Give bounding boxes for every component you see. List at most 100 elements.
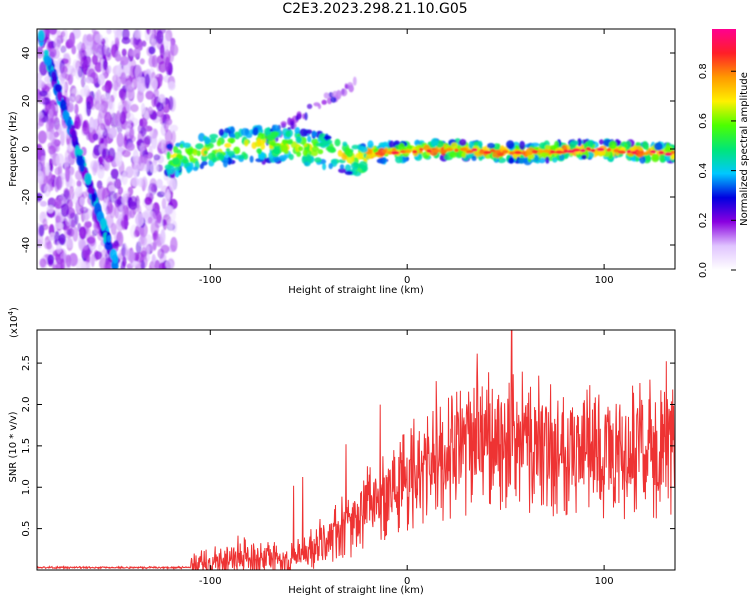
- spectral-blob: [46, 241, 53, 250]
- spectral-blob: [142, 154, 151, 163]
- spectral-blob: [233, 146, 241, 155]
- spectral-blob: [67, 235, 73, 248]
- spectral-blob: [149, 29, 155, 43]
- spectral-blob: [67, 119, 72, 130]
- spectral-blob: [80, 73, 86, 88]
- spectral-blob: [279, 144, 289, 153]
- spectral-blob: [43, 49, 49, 56]
- spectral-blob: [149, 128, 159, 139]
- spectral-blob: [37, 170, 44, 184]
- spectral-blob: [613, 148, 620, 153]
- spectral-blob: [430, 138, 439, 147]
- spectral-blob: [654, 142, 663, 151]
- spectral-blob: [658, 150, 665, 155]
- spectral-blob: [493, 157, 498, 162]
- spectral-blob: [278, 155, 287, 161]
- spectral-blob: [157, 137, 164, 149]
- spectral-blob: [144, 196, 153, 206]
- spectral-blob: [344, 83, 348, 89]
- spectral-blob: [534, 154, 539, 162]
- spectral-blob: [120, 89, 125, 104]
- spectral-blob: [299, 128, 308, 137]
- spectral-blob: [126, 112, 135, 124]
- spectral-blob: [119, 111, 127, 125]
- spectral-blob: [96, 89, 102, 104]
- spectral-blob: [136, 89, 144, 103]
- spectral-blob: [65, 214, 71, 227]
- spectral-blob: [471, 155, 477, 161]
- spectral-blob: [353, 162, 359, 168]
- spectral-blob: [325, 146, 334, 152]
- spectral-blob: [598, 139, 605, 145]
- spectral-blob: [281, 139, 288, 145]
- spectral-blob: [59, 99, 67, 111]
- spectral-blob: [296, 151, 302, 157]
- spectral-blob: [128, 195, 138, 207]
- spectral-blob: [404, 149, 412, 154]
- spectral-blob: [47, 259, 54, 267]
- spectral-blob: [153, 154, 161, 161]
- spectral-blob: [304, 112, 308, 121]
- spectral-blob: [216, 139, 222, 147]
- spectral-blob: [154, 259, 161, 269]
- spectral-blob: [101, 92, 111, 102]
- spectral-blob: [508, 151, 515, 155]
- spectral-blob: [260, 142, 266, 150]
- snr-ylabel: SNR (10 * v/v): [8, 411, 19, 482]
- spectral-blob: [321, 99, 327, 105]
- spectral-blob: [418, 147, 424, 152]
- spectral-blob: [168, 96, 174, 111]
- spectral-blob: [631, 150, 638, 155]
- spectral-blob: [147, 216, 153, 224]
- spectral-blob: [650, 149, 656, 154]
- spectral-blob: [108, 127, 117, 139]
- spectral-blob: [577, 138, 582, 147]
- spectral-blob: [39, 258, 47, 268]
- spectral-blob: [344, 147, 351, 156]
- spectral-blob: [224, 127, 231, 134]
- spectral-blob: [587, 140, 594, 148]
- spectral-blob: [252, 126, 259, 136]
- spectral-blob: [195, 143, 204, 150]
- spectral-blob: [151, 54, 158, 68]
- spectral-blob: [139, 162, 148, 172]
- y-tick-label: -20: [21, 189, 32, 205]
- spectrogram-blobs: [37, 29, 675, 269]
- y-tick-label: 0: [21, 146, 32, 152]
- spectral-blob: [203, 150, 208, 155]
- spectral-blob: [198, 132, 206, 142]
- spectral-blob: [62, 66, 68, 73]
- spectral-blob: [311, 146, 320, 152]
- spectral-blob: [344, 170, 354, 175]
- spectral-blob: [174, 166, 181, 172]
- spectral-blob: [97, 244, 102, 252]
- spectral-blob: [100, 137, 105, 144]
- spectral-blob: [38, 224, 45, 237]
- spectrogram-axis-ticks: -100 0 100 -40 -20 0 20 40: [21, 29, 675, 286]
- spectral-blob: [72, 226, 79, 242]
- spectral-blob: [54, 167, 61, 176]
- spectral-blob: [37, 163, 43, 172]
- spectral-blob: [65, 254, 72, 268]
- spectral-blob: [122, 256, 127, 267]
- spectral-blob: [617, 150, 627, 154]
- spectral-blob: [129, 126, 135, 140]
- spectral-blob: [519, 140, 526, 150]
- spectral-blob: [332, 90, 339, 98]
- spectral-blob: [39, 200, 47, 207]
- spectral-blob: [201, 161, 208, 166]
- spectral-blob: [471, 148, 478, 152]
- spectral-blob: [449, 151, 457, 158]
- spectral-blob: [106, 65, 112, 74]
- spectral-blob: [328, 163, 333, 170]
- spectral-blob: [49, 47, 57, 58]
- y-tick-label: 1.0: [21, 479, 32, 495]
- spectral-blob: [234, 131, 241, 140]
- spectral-blob: [148, 46, 156, 55]
- colorbar-tick-label: 0.2: [698, 212, 709, 228]
- spectral-blob: [158, 61, 167, 73]
- spectral-blob: [112, 253, 119, 264]
- spectral-blob: [323, 135, 332, 140]
- spectral-blob: [47, 145, 57, 155]
- spectral-blob: [664, 152, 673, 156]
